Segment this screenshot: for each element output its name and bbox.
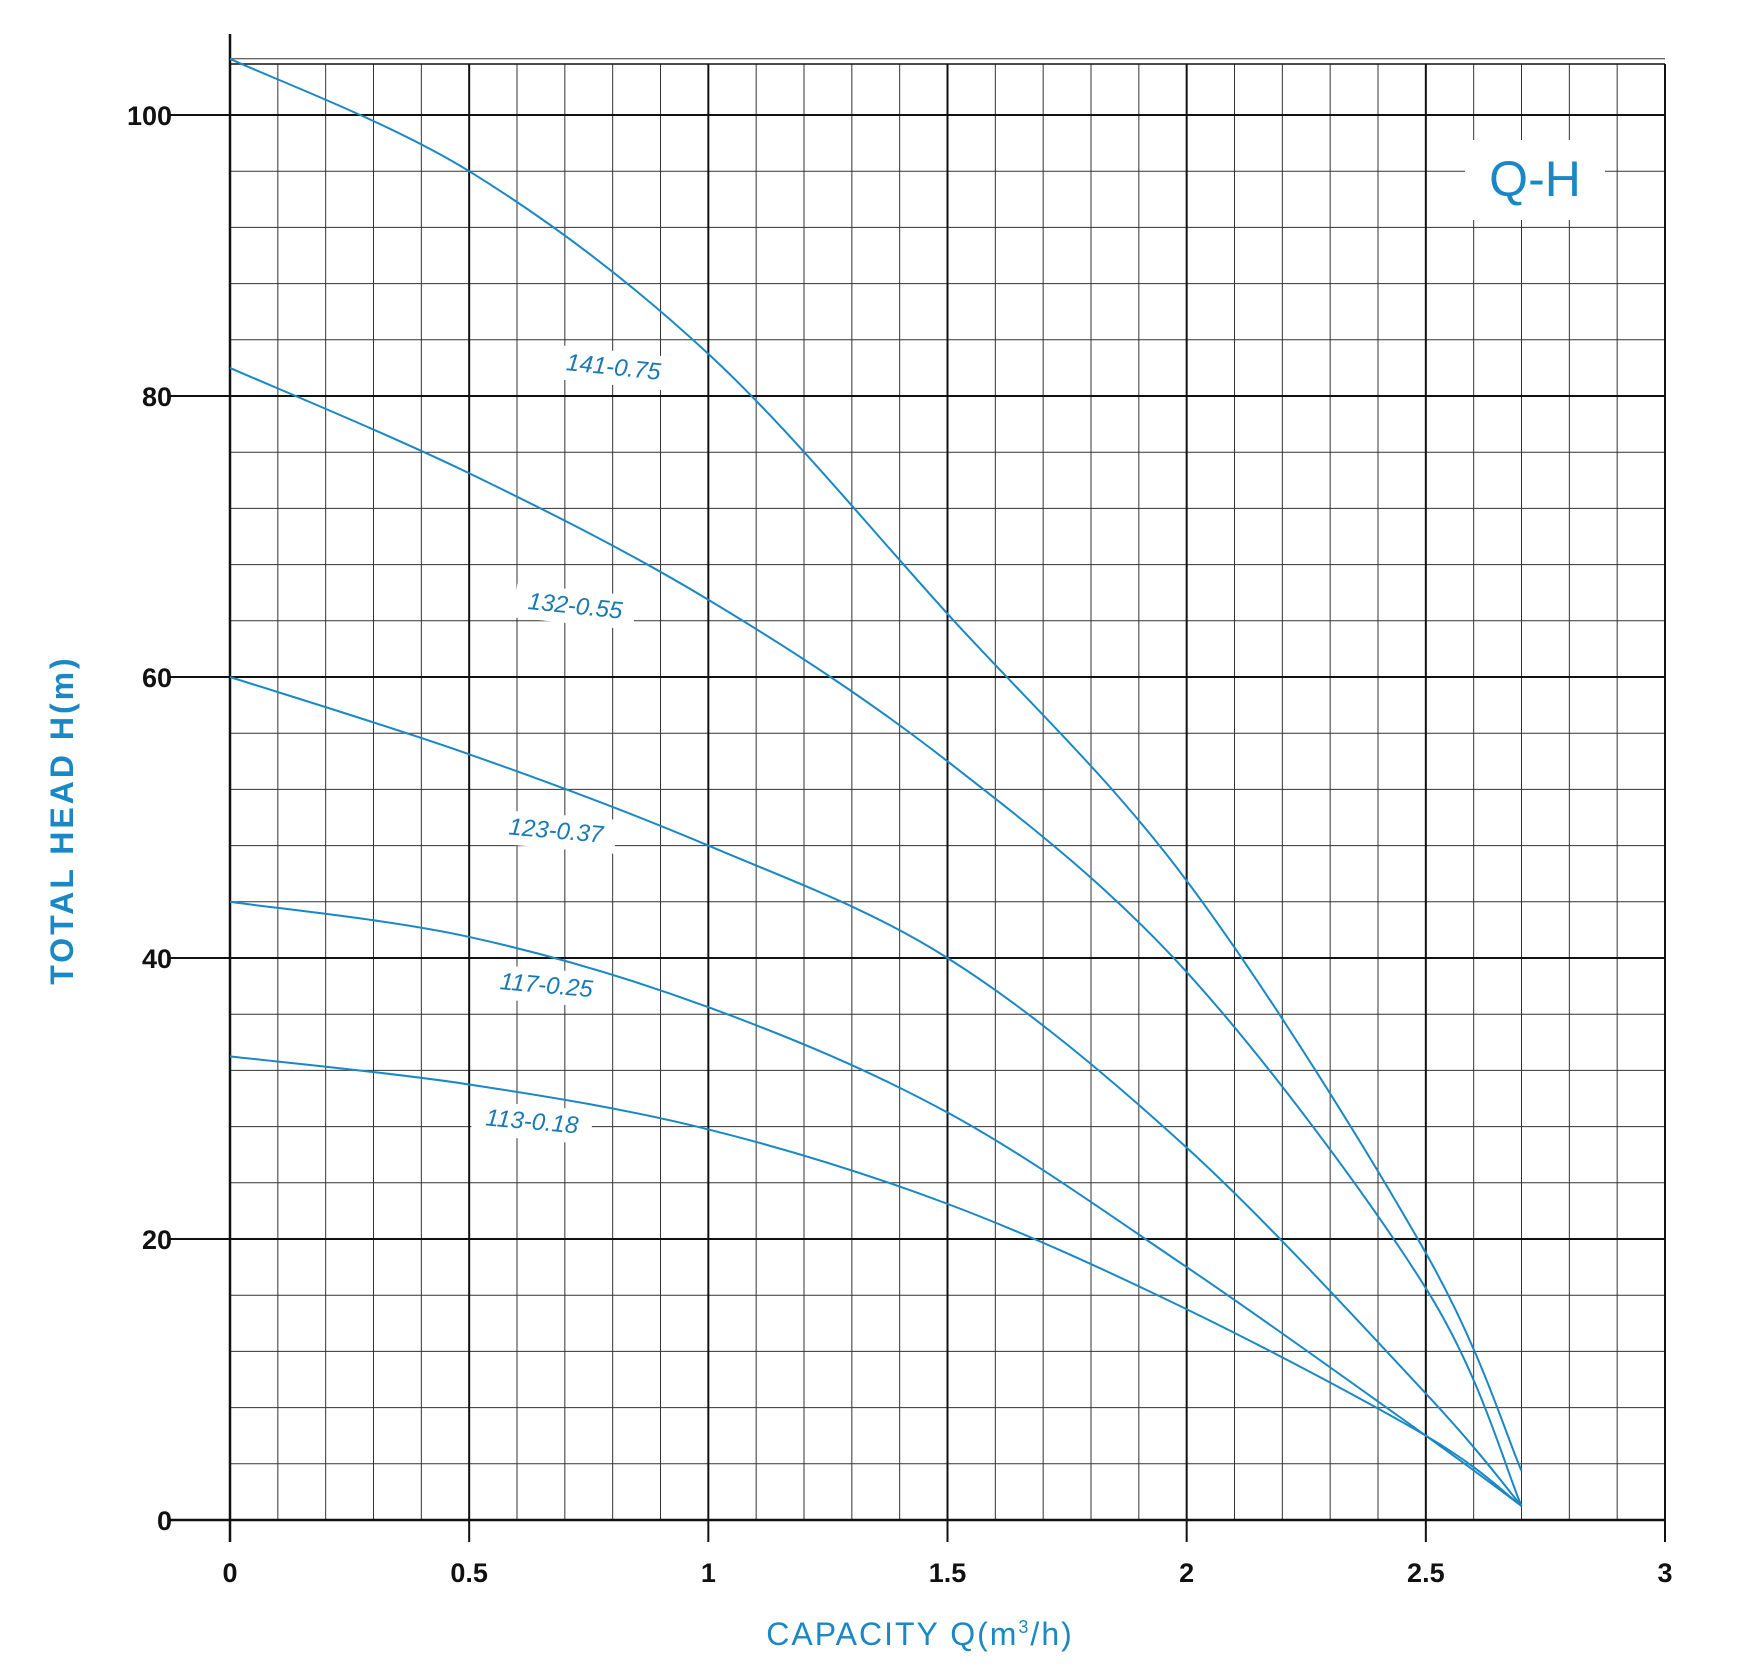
x-axis-title-tail: /h) — [1030, 1616, 1073, 1652]
axes — [170, 34, 1666, 1542]
x-tick-label: 0 — [222, 1558, 237, 1588]
y-tick-label: 80 — [142, 382, 172, 412]
y-tick-label: 40 — [142, 944, 172, 974]
x-axis-title: CAPACITY Q(m3/h) — [766, 1616, 1074, 1652]
y-tick-label: 60 — [142, 663, 172, 693]
curve-label-background — [551, 344, 675, 392]
x-axis-title-base: CAPACITY Q(m — [766, 1616, 1018, 1652]
curve-line — [229, 57, 1523, 1472]
x-axis-title-sup: 3 — [1018, 1617, 1030, 1637]
x-tick-label: 2.5 — [1407, 1558, 1445, 1588]
x-tick-label: 3 — [1657, 1558, 1672, 1588]
title-box-background — [1465, 140, 1605, 220]
y-tick-label: 0 — [157, 1506, 172, 1536]
curve-label-background — [513, 583, 637, 630]
curve-line — [229, 1055, 1523, 1507]
chart-title: Q-H — [1489, 151, 1581, 207]
x-tick-label: 1.5 — [929, 1558, 967, 1588]
x-tick-label: 1 — [701, 1558, 716, 1588]
tick-label-group: 0 0.5 1 1.5 2 2.5 3 0 20 40 60 80 100 — [127, 101, 1673, 1588]
curve-line — [229, 676, 1523, 1507]
curve-line — [229, 900, 1523, 1507]
curve-label-background — [485, 963, 608, 1009]
major-grid — [229, 63, 1666, 1521]
y-tick-label: 20 — [142, 1225, 172, 1255]
x-tick-label: 0.5 — [450, 1558, 488, 1588]
y-axis-title: TOTAL HEAD H(m) — [44, 655, 80, 984]
curve-label-background — [494, 809, 618, 854]
curve-line — [229, 366, 1523, 1507]
x-tick-label: 2 — [1179, 1558, 1194, 1588]
y-tick-label: 100 — [127, 101, 172, 131]
curve-label-background — [470, 1100, 594, 1145]
curve-group — [229, 57, 1523, 1507]
